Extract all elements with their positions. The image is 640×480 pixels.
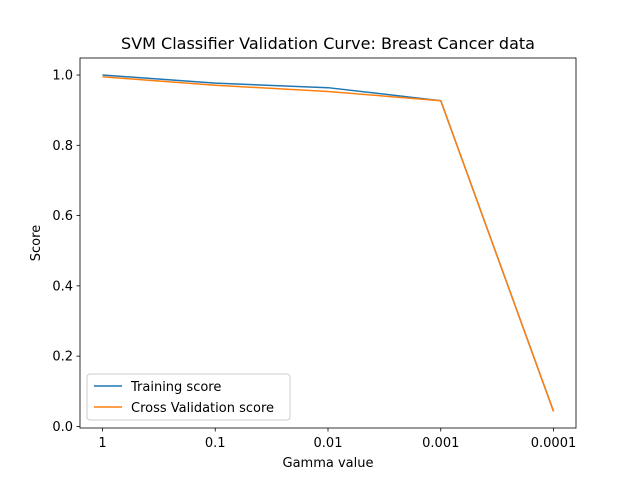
x-tick-label: 0.01	[314, 436, 343, 451]
chart-title: SVM Classifier Validation Curve: Breast …	[121, 34, 535, 53]
y-tick-label: 0.2	[52, 350, 73, 365]
x-tick-label: 0.0001	[531, 436, 577, 451]
y-tick-label: 0.6	[52, 209, 73, 224]
legend-label-training: Training score	[130, 380, 221, 395]
x-tick-label: 0.1	[205, 436, 226, 451]
legend: Training score Cross Validation score	[86, 373, 291, 421]
y-axis-label: Score	[29, 225, 44, 261]
y-tick-label: 0.0	[52, 420, 73, 435]
x-axis-label: Gamma value	[283, 456, 374, 471]
y-tick-label: 1.0	[52, 69, 73, 84]
legend-label-cross-validation: Cross Validation score	[131, 401, 274, 416]
plot-frame	[79, 57, 577, 429]
legend-box	[86, 373, 291, 421]
series-layer	[102, 74, 555, 412]
plot-area	[80, 58, 576, 428]
series-line-1	[102, 76, 555, 412]
x-axis: 1 0.1 0.01 0.001 0.0001	[98, 428, 576, 451]
y-tick-label: 0.8	[52, 139, 73, 154]
y-tick-label: 0.4	[52, 279, 73, 294]
x-tick-label: 0.001	[422, 436, 459, 451]
x-tick-label: 1	[98, 436, 106, 451]
y-axis: 0.0 0.2 0.4 0.6 0.8 1.0	[52, 69, 80, 435]
